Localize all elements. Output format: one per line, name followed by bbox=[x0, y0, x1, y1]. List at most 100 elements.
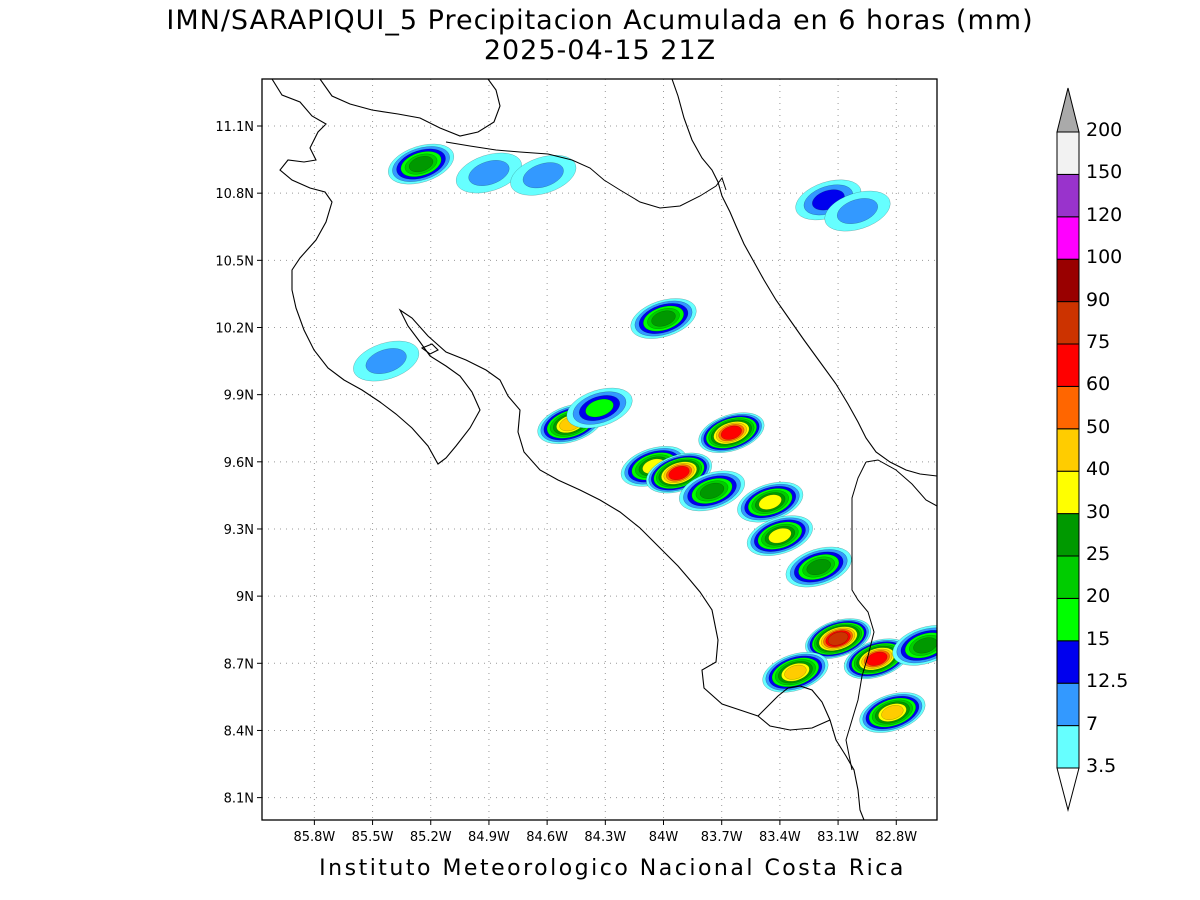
colorbar-swatch bbox=[1056, 343, 1080, 387]
precip-contour bbox=[827, 631, 849, 646]
precip-contour bbox=[651, 310, 676, 327]
axis-ticks: 11.1N 10.8N 10.5N 10.2N 9.9N 9.6N 9.3N 9N 8.7N 8.… bbox=[215, 120, 917, 845]
colorbar-swatch bbox=[1056, 131, 1080, 175]
lat-tick-label: 8.4N bbox=[224, 724, 254, 739]
lat-tick-label: 11.1N bbox=[215, 120, 254, 135]
precip-contour bbox=[522, 162, 564, 189]
colorbar-level-label: 15 bbox=[1086, 627, 1111, 650]
precip-cell bbox=[843, 638, 910, 680]
precip-contour bbox=[806, 559, 831, 576]
colorbar-swatch bbox=[1056, 216, 1080, 260]
colorbar-level-label: 120 bbox=[1086, 203, 1123, 226]
precip-contour bbox=[866, 651, 888, 666]
precipitation-field bbox=[353, 143, 937, 733]
lat-tick-label: 10.8N bbox=[215, 187, 254, 202]
precip-cell bbox=[698, 412, 765, 453]
lat-tick-label: 9N bbox=[236, 590, 254, 605]
map-frame bbox=[261, 78, 938, 821]
precip-cell bbox=[510, 154, 577, 196]
lon-tick-label: 83.7W bbox=[701, 830, 743, 845]
colorbar-level-label: 12.5 bbox=[1086, 670, 1129, 693]
precip-contour bbox=[668, 465, 690, 481]
precip-contour bbox=[758, 494, 782, 510]
nicaragua-border bbox=[445, 141, 727, 209]
precip-contour bbox=[836, 198, 878, 224]
colorbar-swatch bbox=[1056, 428, 1080, 472]
colorbar-swatch bbox=[1056, 640, 1080, 684]
gulf-island bbox=[420, 343, 439, 355]
panama-border bbox=[845, 461, 875, 771]
lat-tick-label: 10.2N bbox=[215, 321, 254, 336]
precip-cell bbox=[762, 651, 829, 693]
lon-tick-label: 84.3W bbox=[584, 830, 626, 845]
precip-cell bbox=[455, 152, 522, 194]
precip-cell bbox=[646, 452, 713, 494]
colorbar-swatch bbox=[1056, 385, 1080, 430]
lon-tick-label: 84.6W bbox=[526, 830, 568, 845]
precip-cell bbox=[805, 618, 872, 659]
precip-contour bbox=[720, 425, 742, 440]
colorbar-level-label: 30 bbox=[1086, 500, 1111, 523]
colorbar-level-label: 150 bbox=[1086, 161, 1123, 184]
precip-cell bbox=[785, 546, 852, 588]
map-subtitle: 2025-04-15 21Z bbox=[483, 35, 717, 66]
precip-cell bbox=[737, 481, 804, 523]
colorbar-level-label: 75 bbox=[1086, 331, 1111, 353]
precip-contour bbox=[585, 398, 614, 418]
precip-contour bbox=[468, 160, 510, 186]
precip-cell bbox=[824, 190, 891, 232]
colorbar-swatch bbox=[1056, 682, 1080, 727]
colorbar-level-label: 60 bbox=[1086, 373, 1111, 396]
lon-tick-label: 85.2W bbox=[410, 830, 452, 845]
pacific-coastline bbox=[271, 79, 865, 820]
lat-tick-label: 8.7N bbox=[224, 657, 254, 672]
precip-contour bbox=[768, 528, 792, 544]
lon-tick-label: 84.9W bbox=[468, 830, 510, 845]
footer-credit: Instituto Meteorologico Nacional Costa R… bbox=[319, 856, 906, 881]
colorbar bbox=[1056, 87, 1080, 812]
colorbar-swatch bbox=[1056, 513, 1080, 557]
colorbar-swatch bbox=[1056, 301, 1080, 345]
colorbar-swatch bbox=[1056, 725, 1080, 769]
lat-tick-label: 9.9N bbox=[224, 389, 254, 404]
precip-cell bbox=[859, 692, 926, 733]
colorbar-under-arrow bbox=[1056, 767, 1080, 812]
precip-cell bbox=[566, 387, 633, 429]
colorbar-swatch bbox=[1056, 555, 1080, 599]
lon-tick-label: 82.8W bbox=[875, 830, 917, 845]
precip-contour bbox=[913, 637, 937, 654]
coastline bbox=[271, 79, 937, 820]
colorbar-level-label: 50 bbox=[1086, 415, 1111, 438]
precip-cell bbox=[746, 515, 813, 556]
colorbar-level-label: 3.5 bbox=[1086, 755, 1117, 777]
precip-contour bbox=[365, 348, 407, 374]
colorbar-swatch bbox=[1056, 470, 1080, 515]
colorbar-level-label: 20 bbox=[1086, 585, 1111, 608]
lat-tick-label: 8.1N bbox=[224, 792, 254, 807]
map-title: IMN/SARAPIQUI_5 Precipitacion Acumulada … bbox=[166, 5, 1034, 36]
colorbar-level-label: 90 bbox=[1086, 288, 1111, 311]
lon-tick-label: 85.8W bbox=[293, 830, 335, 845]
precip-contour bbox=[881, 705, 904, 720]
colorbar-level-label: 100 bbox=[1086, 246, 1123, 269]
lon-tick-label: 84W bbox=[649, 830, 679, 845]
precip-cell bbox=[892, 625, 937, 666]
precip-contour bbox=[699, 482, 725, 499]
precip-contour bbox=[408, 156, 434, 173]
precip-cell bbox=[388, 143, 455, 185]
colorbar-swatch bbox=[1056, 597, 1080, 642]
colorbar-level-label: 40 bbox=[1086, 458, 1111, 481]
precip-contour bbox=[784, 664, 807, 680]
osa-peninsula bbox=[757, 715, 831, 731]
lat-tick-label: 10.5N bbox=[215, 254, 254, 269]
colorbar-level-label: 7 bbox=[1086, 712, 1099, 735]
precip-cell bbox=[353, 340, 420, 382]
lat-tick-label: 9.6N bbox=[224, 456, 254, 471]
bocas-coast bbox=[865, 459, 937, 507]
colorbar-swatch bbox=[1056, 258, 1080, 303]
lat-tick-label: 9.3N bbox=[224, 523, 254, 538]
precip-cell bbox=[678, 470, 746, 512]
lon-tick-label: 85.5W bbox=[352, 830, 394, 845]
lon-tick-label: 83.4W bbox=[759, 830, 801, 845]
